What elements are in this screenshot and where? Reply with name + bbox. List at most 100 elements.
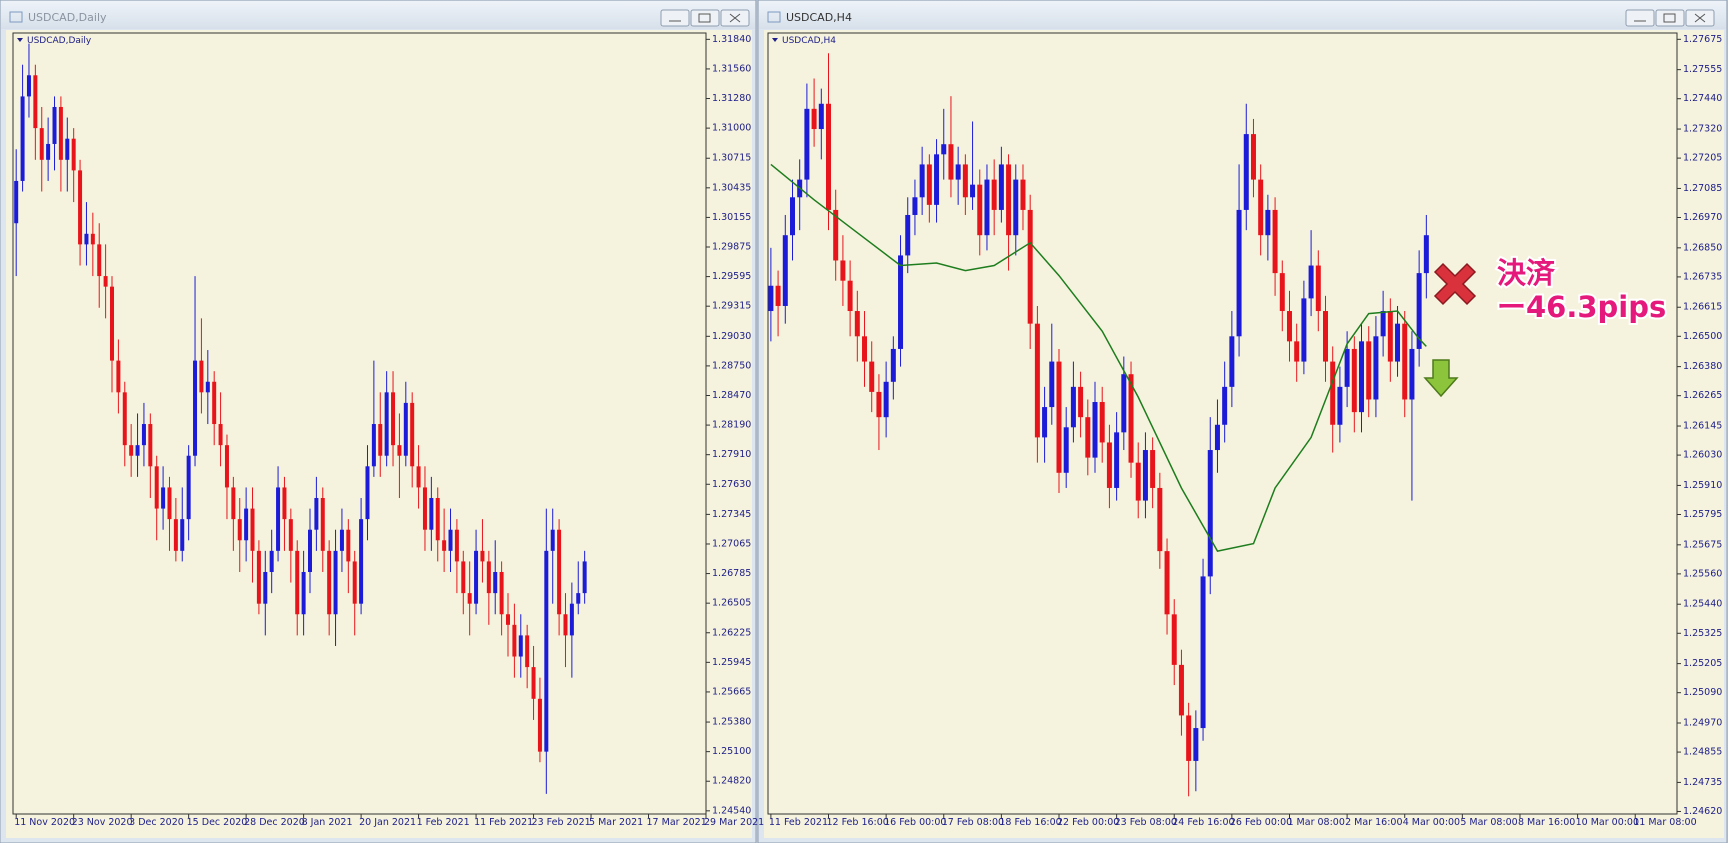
y-tick-label: 1.26030 — [1683, 450, 1722, 461]
x-tick-label: 8 Jan 2021 — [302, 817, 353, 828]
candle-body — [14, 180, 19, 224]
y-tick-label: 1.28750 — [712, 360, 751, 371]
candle-body — [948, 144, 954, 180]
candle-body — [862, 336, 868, 362]
candle-body — [71, 138, 76, 171]
window-buttons[interactable] — [660, 9, 750, 27]
candle-body — [1099, 402, 1105, 443]
x-tick-label: 5 Mar 2021 — [589, 817, 643, 828]
x-tick-label: 11 Feb 2021 — [474, 817, 533, 828]
candle-body — [58, 106, 63, 160]
candle-body — [890, 348, 896, 382]
candle-body — [1258, 179, 1264, 236]
y-tick-label: 1.27675 — [1683, 34, 1722, 45]
candle-body — [1171, 614, 1177, 665]
candle-body — [1214, 424, 1220, 451]
candle-body — [550, 529, 555, 551]
y-tick-label: 1.31280 — [712, 93, 751, 104]
annotation-text: ー46.3pips — [1497, 290, 1666, 324]
candle-body — [301, 571, 306, 615]
x-tick-label: 12 Feb 16:00 — [827, 817, 889, 828]
annotation-text: 決済 — [1497, 256, 1556, 290]
candle-body — [103, 276, 108, 287]
candle-body — [26, 75, 31, 97]
candle-body — [391, 392, 396, 446]
candle-body — [493, 571, 498, 594]
candle-body — [1323, 311, 1329, 362]
candle-body — [1106, 442, 1112, 488]
y-tick-label: 1.29030 — [712, 331, 751, 342]
candle-body — [1193, 728, 1199, 761]
candle-body — [1243, 134, 1249, 210]
candle-body — [122, 392, 127, 446]
candle-body — [308, 529, 312, 572]
candle-body — [1395, 323, 1401, 362]
candle-body — [1135, 462, 1141, 501]
candle-body — [97, 244, 102, 277]
x-tick-label: 17 Mar 2021 — [647, 817, 707, 828]
y-tick-label: 1.26225 — [712, 627, 751, 638]
candle-body — [499, 571, 504, 615]
x-tick-label: 29 Mar 2021 — [704, 817, 764, 828]
candle-body — [1207, 450, 1213, 577]
y-tick-label: 1.25325 — [1683, 628, 1722, 639]
candle-body — [1402, 323, 1408, 400]
candle-body — [1200, 576, 1206, 729]
candle-body — [998, 164, 1004, 210]
y-tick-label: 1.25675 — [1683, 539, 1722, 550]
candle-body — [320, 498, 325, 551]
candle-body — [1178, 664, 1184, 716]
candle-body — [52, 106, 57, 144]
charts: USDCAD,Daily 1.31840 1.31560 1.31280 1.31000… — [12, 32, 1722, 828]
candle-body — [512, 624, 517, 657]
candle-body — [1279, 273, 1285, 312]
candle-body — [1308, 265, 1314, 299]
y-tick-label: 1.27205 — [1683, 153, 1722, 164]
x-tick-label: 11 Mar 08:00 — [1633, 817, 1696, 828]
candle-body — [20, 96, 25, 181]
window-buttons[interactable] — [1625, 9, 1715, 27]
candle-body — [883, 381, 889, 418]
candle-body — [33, 75, 38, 129]
candle-body — [531, 667, 536, 699]
candle-body — [129, 445, 134, 456]
candle-body — [1416, 273, 1422, 349]
candle-body — [205, 381, 210, 393]
candle-body — [416, 466, 421, 488]
candle-body — [141, 424, 146, 446]
candle-body — [1366, 341, 1372, 400]
candle-body — [941, 144, 947, 155]
candle-body — [1236, 209, 1242, 337]
candle-body — [934, 154, 940, 205]
candle-body — [429, 498, 434, 530]
candle-body — [346, 529, 351, 562]
candle-body — [78, 170, 83, 245]
candle-body — [218, 424, 223, 446]
x-tick-label: 1 Feb 2021 — [417, 817, 470, 828]
candle-body — [1070, 386, 1076, 428]
candle-body — [768, 285, 774, 312]
candle-body — [371, 424, 376, 467]
candle-body — [775, 285, 781, 306]
candle-body — [295, 550, 300, 615]
candle-body — [919, 164, 925, 198]
y-tick-label: 1.26615 — [1683, 302, 1722, 313]
x-tick-label: 1 Mar 08:00 — [1287, 817, 1344, 828]
y-tick-label: 1.26265 — [1683, 390, 1722, 401]
candle-body — [818, 103, 824, 130]
candle-body — [1085, 417, 1091, 458]
candle-body — [244, 508, 249, 541]
y-tick-label: 1.27910 — [712, 449, 751, 460]
y-tick-label: 1.27065 — [712, 538, 751, 549]
y-tick-label: 1.24620 — [1683, 806, 1722, 817]
y-tick-label: 1.26145 — [1683, 421, 1722, 432]
x-tick-label: 17 Feb 08:00 — [942, 817, 1004, 828]
x-tick-label: 5 Mar 08:00 — [1460, 817, 1517, 828]
candle-body — [231, 487, 236, 520]
candle-body — [180, 519, 185, 551]
candle-body — [1121, 374, 1127, 433]
candle-body — [1157, 487, 1163, 552]
candle-body — [1351, 348, 1357, 413]
candle-body — [359, 519, 364, 604]
candle-body — [90, 233, 95, 245]
